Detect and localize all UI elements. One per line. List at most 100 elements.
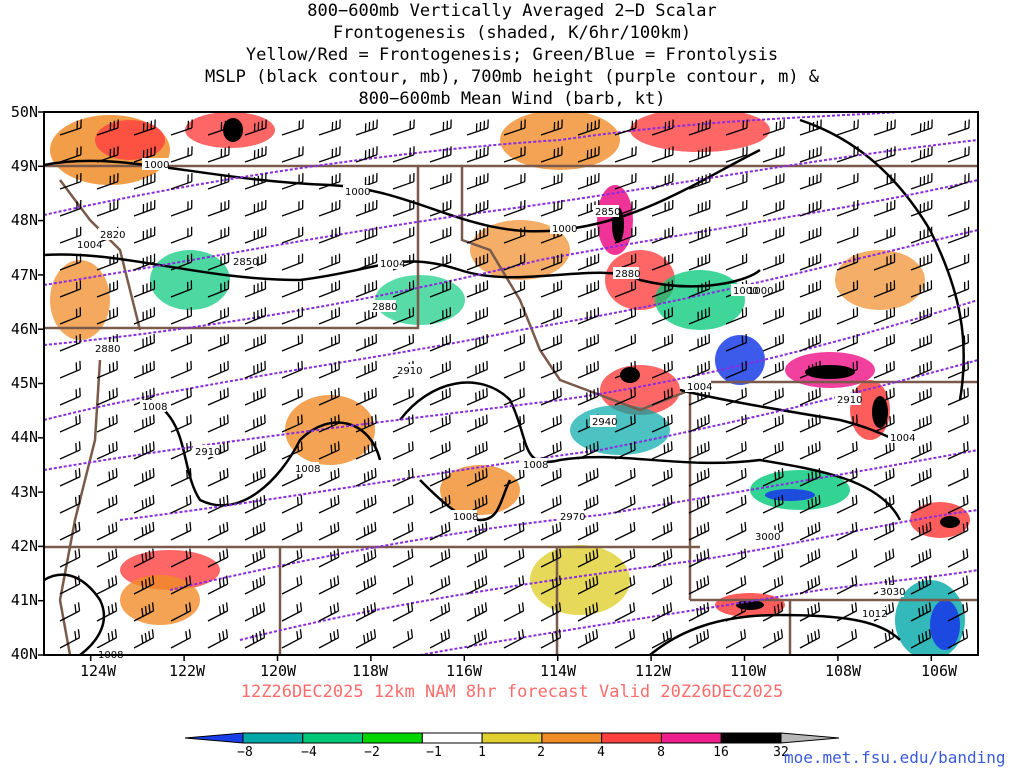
wind-barb <box>762 280 785 298</box>
wind-barb <box>799 548 821 568</box>
wind-barb <box>577 119 600 136</box>
wind-barb <box>725 146 748 163</box>
height-label: 2940 <box>592 417 617 428</box>
wind-barb <box>96 280 119 298</box>
wind-barb <box>799 360 821 379</box>
wind-barb <box>207 173 230 190</box>
wind-barb <box>281 226 304 244</box>
wind-barb <box>651 280 674 298</box>
wind-barb <box>873 253 896 271</box>
wind-barb <box>170 548 192 568</box>
wind-barb <box>392 441 414 460</box>
lon-tick-label: 120W <box>259 662 297 680</box>
wind-barb <box>799 521 821 541</box>
wind-barb <box>466 146 489 163</box>
wind-barb <box>651 602 673 622</box>
wind-barb <box>133 280 156 298</box>
wind-barb <box>207 280 230 298</box>
wind-barb <box>873 521 895 541</box>
wind-barb <box>762 146 785 163</box>
height-label: 2910 <box>837 395 862 406</box>
wind-barb <box>725 602 747 622</box>
wind-barb <box>577 280 600 298</box>
wind-barb <box>466 387 488 406</box>
wind-barb <box>466 199 489 217</box>
wind-barb <box>910 226 933 244</box>
wind-barb <box>503 629 525 649</box>
wind-barb <box>540 602 562 622</box>
wind-barb <box>540 360 562 379</box>
colorbar-label: 32 <box>773 745 789 760</box>
lat-tick-label: 46N <box>10 320 38 338</box>
wind-barb <box>947 441 969 460</box>
wind-barb <box>466 334 488 352</box>
wind-barb <box>355 226 378 244</box>
mslp-label: 1012 <box>862 609 887 620</box>
wind-barb <box>355 548 377 568</box>
wind-barb <box>133 199 156 217</box>
mslp-label: 1008 <box>142 402 167 413</box>
wind-barb <box>651 521 673 541</box>
wind-barb <box>688 253 711 271</box>
wind-barb <box>466 360 488 379</box>
wind-barb <box>614 468 636 487</box>
wind-barb <box>466 226 489 244</box>
wind-barb <box>540 521 562 541</box>
mslp-label: 1000 <box>552 224 577 235</box>
wind-barb <box>725 387 747 406</box>
wind-barb <box>725 468 747 487</box>
wind-barb <box>651 334 673 352</box>
wind-barb <box>540 495 562 514</box>
wind-barb <box>244 414 266 433</box>
wind-barb <box>392 575 414 595</box>
height-label: 2850 <box>233 257 258 268</box>
credit-link[interactable]: moe.met.fsu.edu/banding <box>784 748 1006 767</box>
wind-barb <box>281 387 303 406</box>
wind-barb <box>947 575 969 595</box>
wind-barb <box>466 414 488 433</box>
wind-barb <box>651 441 673 460</box>
mslp-label: 1000 <box>144 160 169 171</box>
wind-barb <box>133 468 155 487</box>
wind-barb <box>170 468 192 487</box>
wind-barb <box>133 521 155 541</box>
wind-barb <box>466 468 488 487</box>
wind-barb <box>170 307 193 325</box>
wind-barb <box>873 441 895 460</box>
height-label: 2850 <box>595 207 620 218</box>
wind-barb <box>836 253 859 271</box>
wind-barb <box>799 334 821 352</box>
wind-barb <box>836 575 858 595</box>
wind-barb <box>873 495 895 514</box>
wind-barb <box>651 414 673 433</box>
wind-barb <box>429 307 452 325</box>
title-line-4: MSLP (black contour, mb), 700mb height (… <box>204 67 820 87</box>
colorbar-swatch <box>184 732 244 744</box>
wind-barb <box>207 629 229 649</box>
wind-barb <box>133 253 156 271</box>
wind-barb <box>614 146 637 163</box>
wind-barb <box>799 119 822 136</box>
wind-barb <box>207 334 229 352</box>
colorbar-label: −2 <box>364 745 380 760</box>
wind-barb <box>96 360 118 379</box>
mslp-label: 1000 <box>733 286 758 297</box>
lat-tick-label: 41N <box>10 591 38 609</box>
wind-barb <box>318 495 340 514</box>
wind-barb <box>355 468 377 487</box>
wind-barb <box>651 307 674 325</box>
wind-barb <box>429 575 451 595</box>
wind-barb <box>133 226 156 244</box>
lon-tick-label: 112W <box>634 662 672 680</box>
wind-barb <box>873 387 895 406</box>
wind-barb <box>355 280 378 298</box>
wind-barb <box>429 280 452 298</box>
wind-barb <box>318 307 341 325</box>
wind-barb <box>429 629 451 649</box>
mslp-label: 1004 <box>380 259 405 270</box>
wind-barb <box>947 548 969 568</box>
wind-barb <box>392 119 415 136</box>
wind-barb <box>244 146 267 163</box>
wind-barb <box>873 119 896 136</box>
wind-barb <box>577 468 599 487</box>
